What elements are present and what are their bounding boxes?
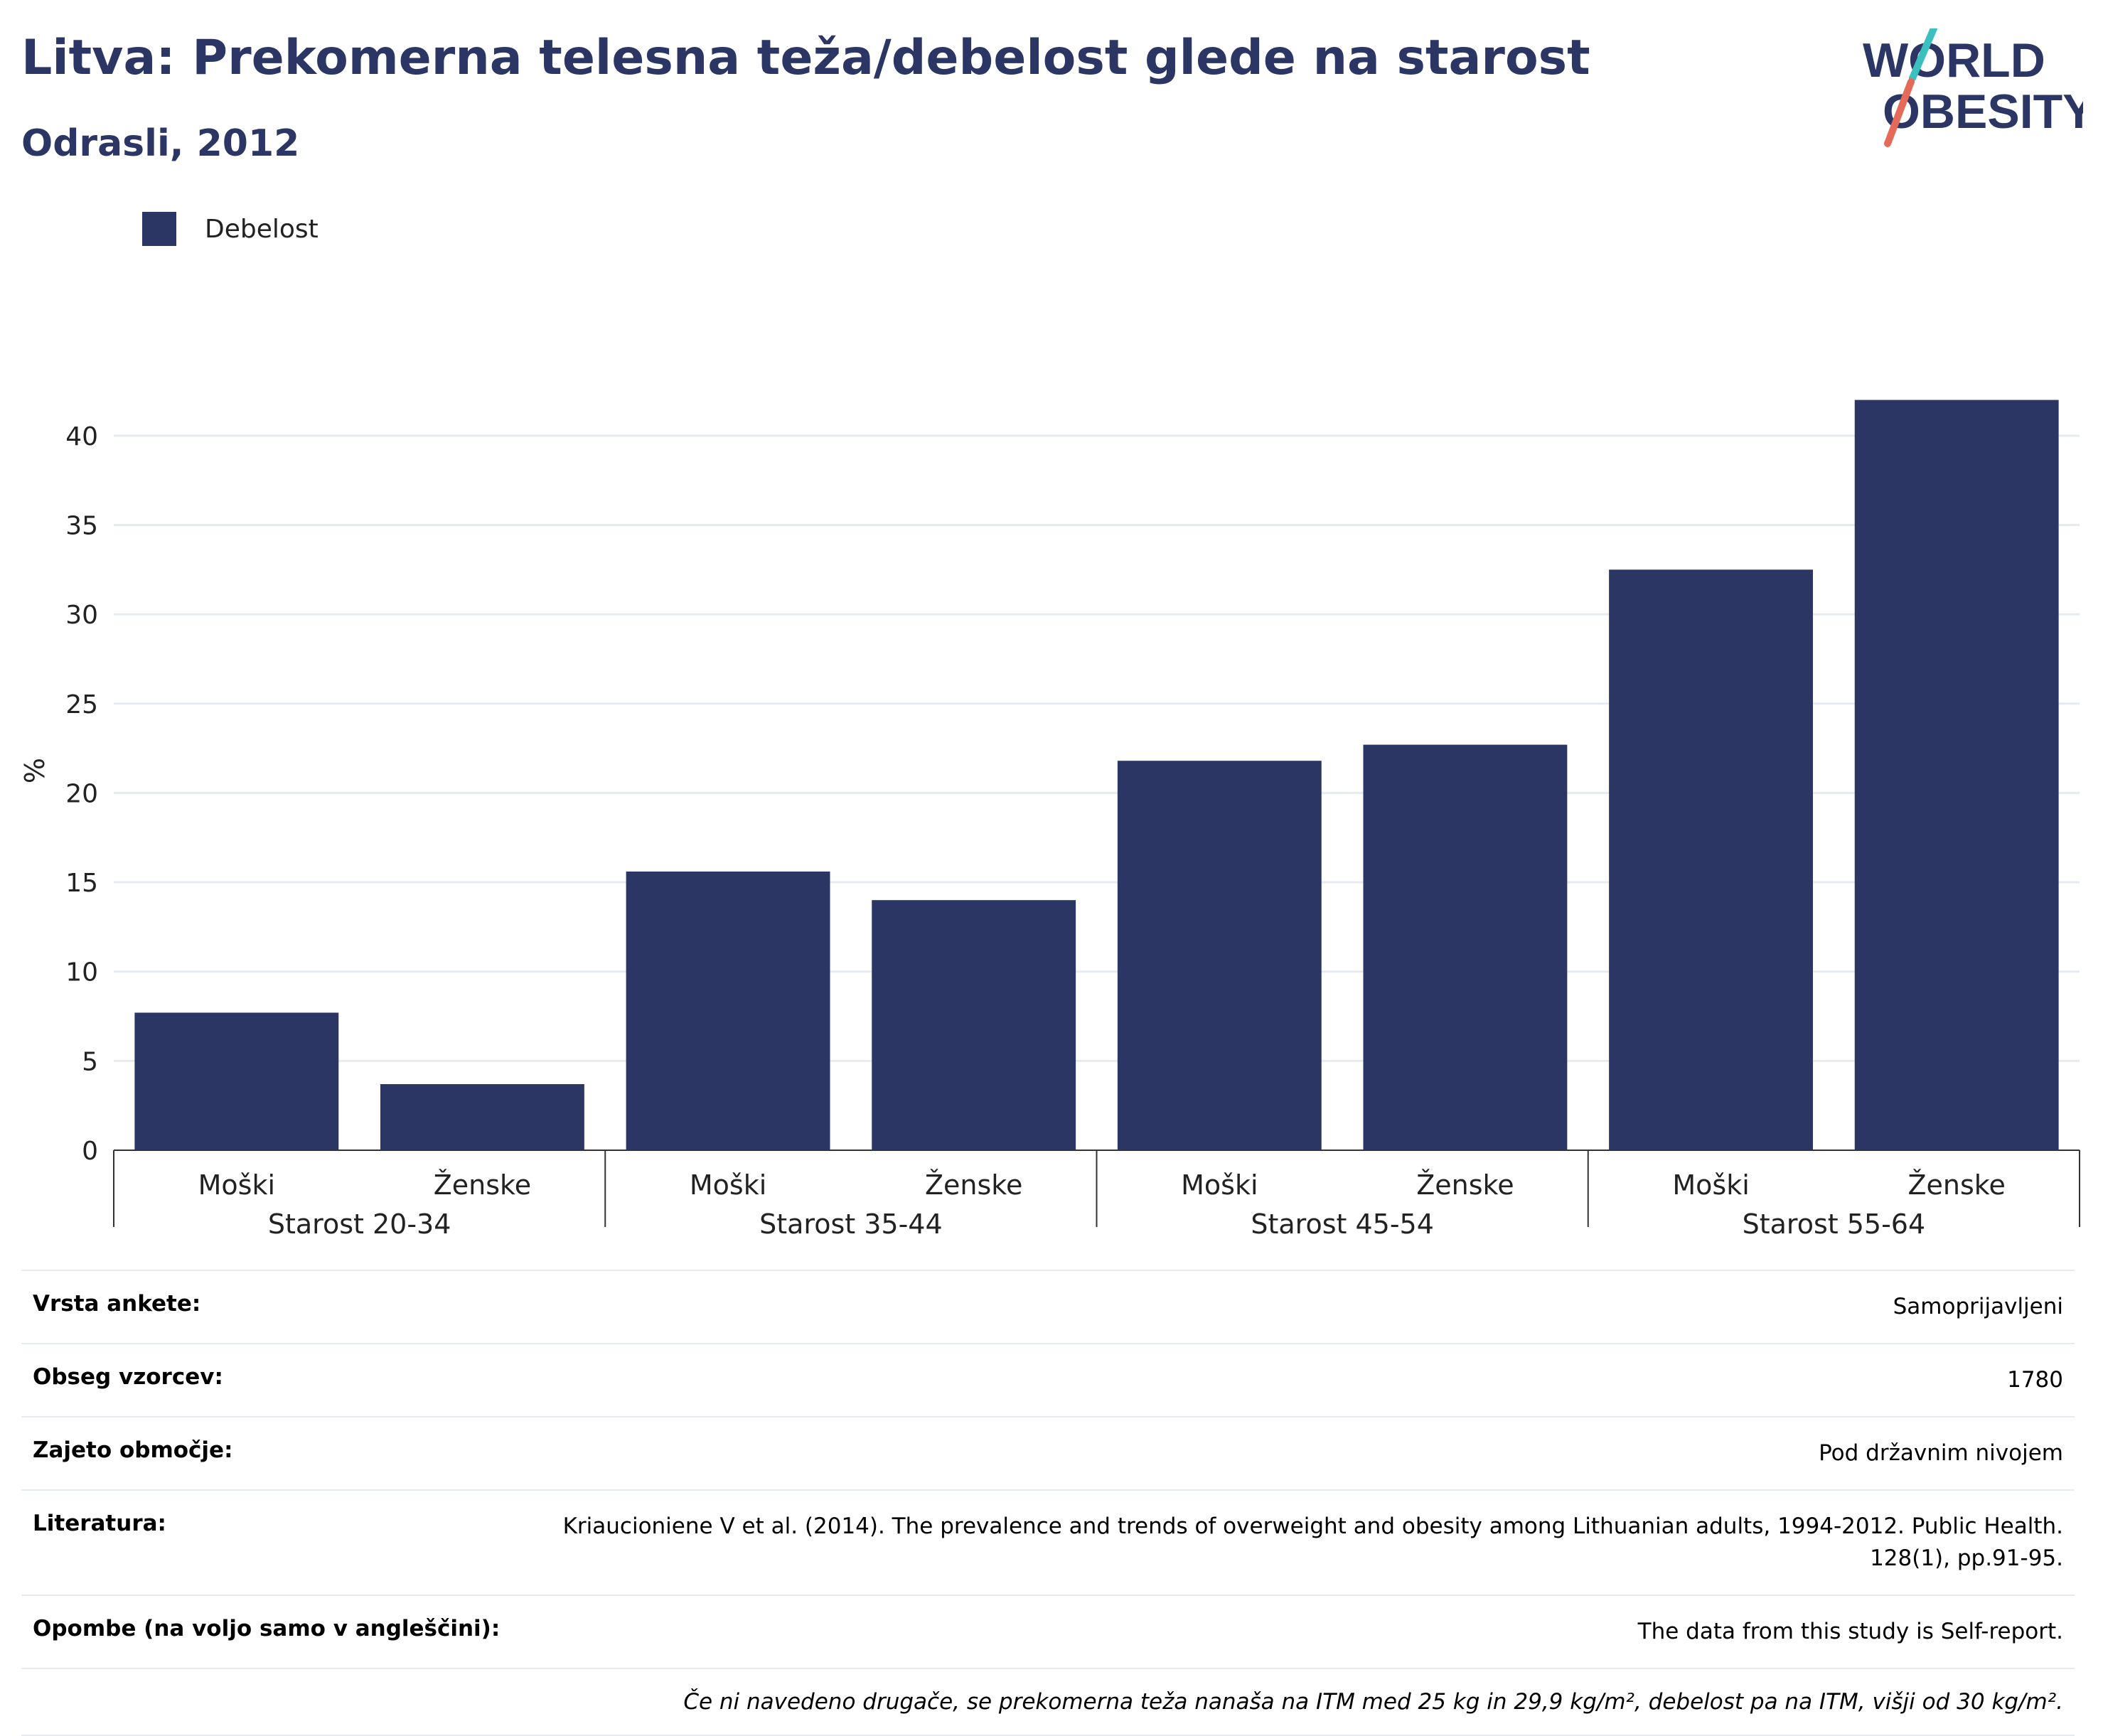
metadata-label: Literatura: [33, 1510, 166, 1536]
group-label: Starost 45-54 [1251, 1209, 1434, 1240]
y-tick-label: 5 [82, 1047, 98, 1076]
world-obesity-logo: WORLD OBESITY [1863, 28, 2083, 147]
metadata-value: Pod državnim nivojem [1819, 1440, 2063, 1466]
bar [1117, 761, 1322, 1150]
x-tick-labels: Moški Ženske Moški Ženske Moški Ženske Moški Že… [113, 1150, 2080, 1240]
logo-word-world: WORLD [1863, 33, 2045, 87]
metadata-label: Zajeto območje: [33, 1437, 233, 1463]
metadata-row: Zajeto območje: Pod državnim nivojem [21, 1415, 2075, 1489]
group-label: Starost 35-44 [759, 1209, 943, 1240]
bar [1363, 744, 1568, 1150]
metadata-table: Vrsta ankete: Samoprijavljeni Obseg vzorce… [21, 1270, 2075, 1736]
y-tick-label: 20 [65, 779, 98, 808]
metadata-row: Obseg vzorcev: 1780 [21, 1342, 2075, 1416]
chart-subtitle: Odrasli, 2012 [21, 122, 300, 165]
bar [1854, 400, 2059, 1150]
bar [626, 871, 830, 1150]
metadata-label: Opombe (na voljo samo v angleščini): [33, 1615, 501, 1641]
x-tick-label: Moški [1672, 1169, 1749, 1201]
x-tick-label: Ženske [1908, 1169, 2006, 1201]
footnote: Če ni navedeno drugače, se prekomerna te… [21, 1667, 2075, 1736]
bar [1609, 569, 1813, 1150]
legend-label: Debelost [205, 214, 319, 244]
chart-legend: Debelost [142, 212, 319, 246]
logo-slash-coral [1884, 78, 1915, 147]
y-tick-label: 40 [65, 422, 98, 451]
y-tick-labels: 0 5 10 15 20 25 30 35 40 [65, 422, 98, 1166]
metadata-label: Obseg vzorcev: [33, 1363, 223, 1390]
chart-title: Litva: Prekomerna telesna teža/debelost … [21, 30, 1590, 86]
x-tick-label: Moški [1181, 1169, 1258, 1201]
x-tick-label: Ženske [434, 1169, 531, 1201]
x-tick-label: Ženske [1416, 1169, 1514, 1201]
metadata-row: Vrsta ankete: Samoprijavljeni [21, 1270, 2075, 1343]
metadata-value: Kriaucioniene V et al. (2014). The preva… [562, 1513, 2063, 1571]
metadata-value: Samoprijavljeni [1893, 1294, 2063, 1319]
logo-word-obesity: OBESITY [1883, 85, 2083, 139]
bar [872, 900, 1076, 1150]
metadata-label: Vrsta ankete: [33, 1291, 201, 1317]
y-tick-label: 35 [65, 511, 98, 540]
y-tick-label: 30 [65, 601, 98, 630]
x-tick-label: Moški [690, 1169, 766, 1201]
metadata-value: The data from this study is Self-report. [1637, 1618, 2063, 1644]
metadata-row: Opombe (na voljo samo v angleščini): The … [21, 1594, 2075, 1668]
metadata-row: Literatura: Kriaucioniene V et al. (2014)… [21, 1489, 2075, 1595]
metadata-value: 1780 [2007, 1366, 2063, 1393]
x-tick-label: Ženske [925, 1169, 1022, 1201]
logo-slash-teal [1909, 28, 1937, 82]
y-tick-label: 10 [65, 958, 98, 987]
group-label: Starost 55-64 [1743, 1209, 1926, 1240]
bar [134, 1012, 339, 1150]
bars [134, 400, 2059, 1150]
y-tick-label: 0 [82, 1137, 98, 1166]
y-axis-label: % [19, 758, 50, 783]
legend-swatch [142, 212, 176, 246]
group-label: Starost 20-34 [268, 1209, 451, 1240]
y-tick-label: 15 [65, 869, 98, 898]
bar [380, 1084, 584, 1150]
y-tick-label: 25 [65, 690, 98, 719]
x-tick-label: Moški [198, 1169, 275, 1201]
